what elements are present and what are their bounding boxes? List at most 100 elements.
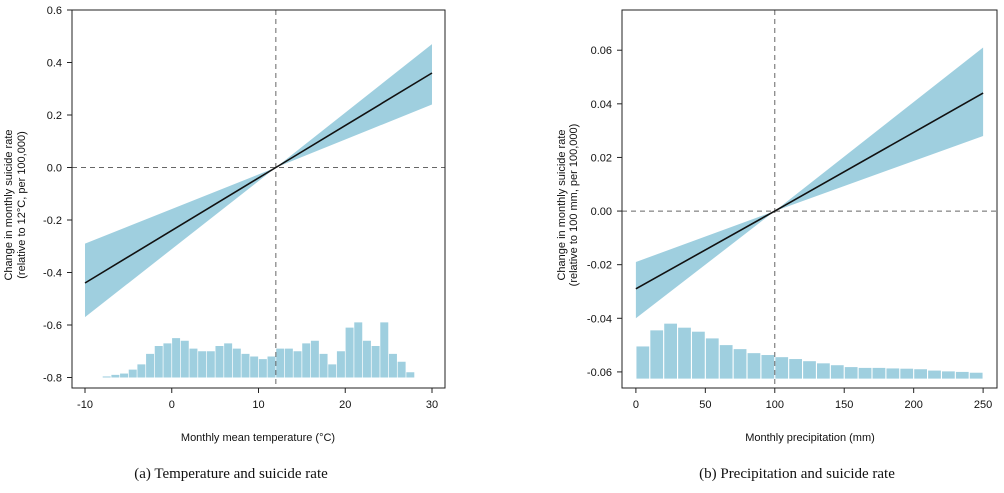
histogram-bar (761, 355, 775, 379)
histogram-bar (120, 373, 129, 378)
histogram-bar (163, 343, 172, 378)
y-axis-label: Change in monthly suicide rate (556, 129, 568, 280)
histogram-bar (650, 330, 664, 379)
x-tick-label: 250 (974, 399, 992, 411)
histogram-bar (719, 345, 733, 379)
histogram-bar (664, 323, 677, 379)
histogram-bar (900, 368, 914, 379)
histogram-bar (198, 351, 207, 378)
figure-caption: (b) Precipitation and suicide rate (699, 466, 895, 482)
histogram-bar (302, 343, 311, 378)
histogram-bar (872, 367, 886, 379)
histogram-bar (397, 361, 406, 378)
y-tick-label: 0.00 (591, 206, 612, 218)
y-axis-label: Change in monthly suicide rate (3, 129, 15, 280)
histogram-bar (817, 363, 830, 379)
histogram-bar (388, 353, 397, 378)
y-tick-label: 0.02 (591, 152, 612, 164)
y-tick-label: 0.4 (47, 58, 62, 70)
histogram-bar (241, 353, 250, 378)
figure-caption: (a) Temperature and suicide rate (134, 466, 328, 482)
histogram-bar (803, 361, 816, 379)
histogram-bar (380, 322, 389, 378)
x-tick-label: 0 (633, 399, 639, 411)
histogram-bar (172, 338, 181, 378)
histogram-bar (406, 372, 415, 378)
histogram-bar (180, 340, 189, 378)
histogram-bar (914, 369, 927, 379)
histogram-bar (232, 348, 241, 378)
histogram-bar (733, 349, 747, 379)
y-tick-label: -0.02 (587, 260, 612, 272)
x-axis-label: Monthly precipitation (mm) (745, 432, 875, 444)
histogram-bar (747, 353, 761, 379)
x-tick-label: 200 (904, 399, 922, 411)
y-tick-label: -0.06 (587, 367, 612, 379)
histogram-bar (362, 340, 371, 378)
histogram-bar (705, 338, 719, 379)
histogram-bar (250, 356, 259, 378)
histogram-bar (354, 322, 363, 378)
histogram-bar (371, 346, 380, 378)
histogram-bar (858, 367, 872, 379)
histogram-bar (636, 346, 650, 379)
y-tick-label: -0.8 (43, 373, 62, 385)
x-tick-label: -10 (77, 399, 93, 411)
panel-temperature: -0.8 -0.6 -0.4 -0.2 0.0 0.2 0.4 0.6 -10 0 10 20 30 Mo… (3, 5, 446, 482)
histogram-bar (328, 364, 337, 378)
histogram-bar (128, 369, 137, 378)
y-axis-label-secondary: (relative to 12°C, per 100,000) (16, 131, 28, 278)
histogram-bar (319, 353, 328, 378)
plot-frame (621, 9, 998, 389)
histogram-bar (345, 327, 354, 378)
x-tick-label: 30 (426, 399, 438, 411)
histogram-bar (267, 356, 276, 378)
histogram-bar (336, 351, 345, 378)
histogram-bar (969, 372, 983, 379)
x-tick-label: 20 (339, 399, 351, 411)
plot-frame (71, 9, 446, 389)
x-tick-label: 0 (169, 399, 175, 411)
x-tick-label: 10 (252, 399, 264, 411)
histogram-bar (258, 359, 267, 378)
histogram-bar (775, 357, 789, 379)
y-tick-label: -0.4 (43, 268, 62, 280)
x-axis-label: Monthly mean temperature (°C) (181, 432, 335, 444)
histogram-bar (310, 340, 319, 378)
histogram-bar (928, 370, 941, 379)
panel-precipitation: -0.06 -0.04 -0.02 0.00 0.02 0.04 0.06 0 50 100 150… (556, 9, 998, 482)
histogram-bar (830, 365, 844, 379)
histogram-bar (206, 351, 215, 378)
histogram-bar (955, 371, 969, 379)
histogram-bar (844, 367, 858, 379)
histogram-bar (224, 343, 233, 378)
histogram-bar (692, 331, 705, 379)
histogram-bar (154, 346, 163, 378)
histogram-bar (215, 346, 224, 378)
y-tick-label: 0.04 (591, 99, 612, 111)
histogram-bar (137, 364, 146, 378)
histogram-bar (146, 353, 155, 378)
estimate-line (84, 72, 433, 284)
y-tick-label: 0.06 (591, 45, 612, 57)
confidence-band (635, 47, 984, 319)
y-tick-label: 0.6 (47, 5, 62, 17)
histogram-bar (789, 359, 802, 379)
y-tick-label: -0.04 (587, 313, 612, 325)
y-tick-label: 0.2 (47, 110, 62, 122)
x-tick-label: 50 (699, 399, 711, 411)
y-tick-label: 0.0 (47, 163, 62, 175)
histogram-bar (678, 327, 691, 379)
y-tick-label: -0.2 (43, 215, 62, 227)
x-tick-label: 100 (766, 399, 784, 411)
y-tick-label: -0.6 (43, 320, 62, 332)
histogram-bar (102, 376, 111, 378)
y-axis-label-secondary: (relative to 100 mm, per 100,000) (568, 124, 580, 287)
confidence-band (85, 44, 432, 318)
histogram-bar (276, 348, 285, 378)
histogram-bar (189, 348, 198, 378)
histogram-bar (942, 371, 955, 379)
histogram-bar (111, 374, 120, 378)
